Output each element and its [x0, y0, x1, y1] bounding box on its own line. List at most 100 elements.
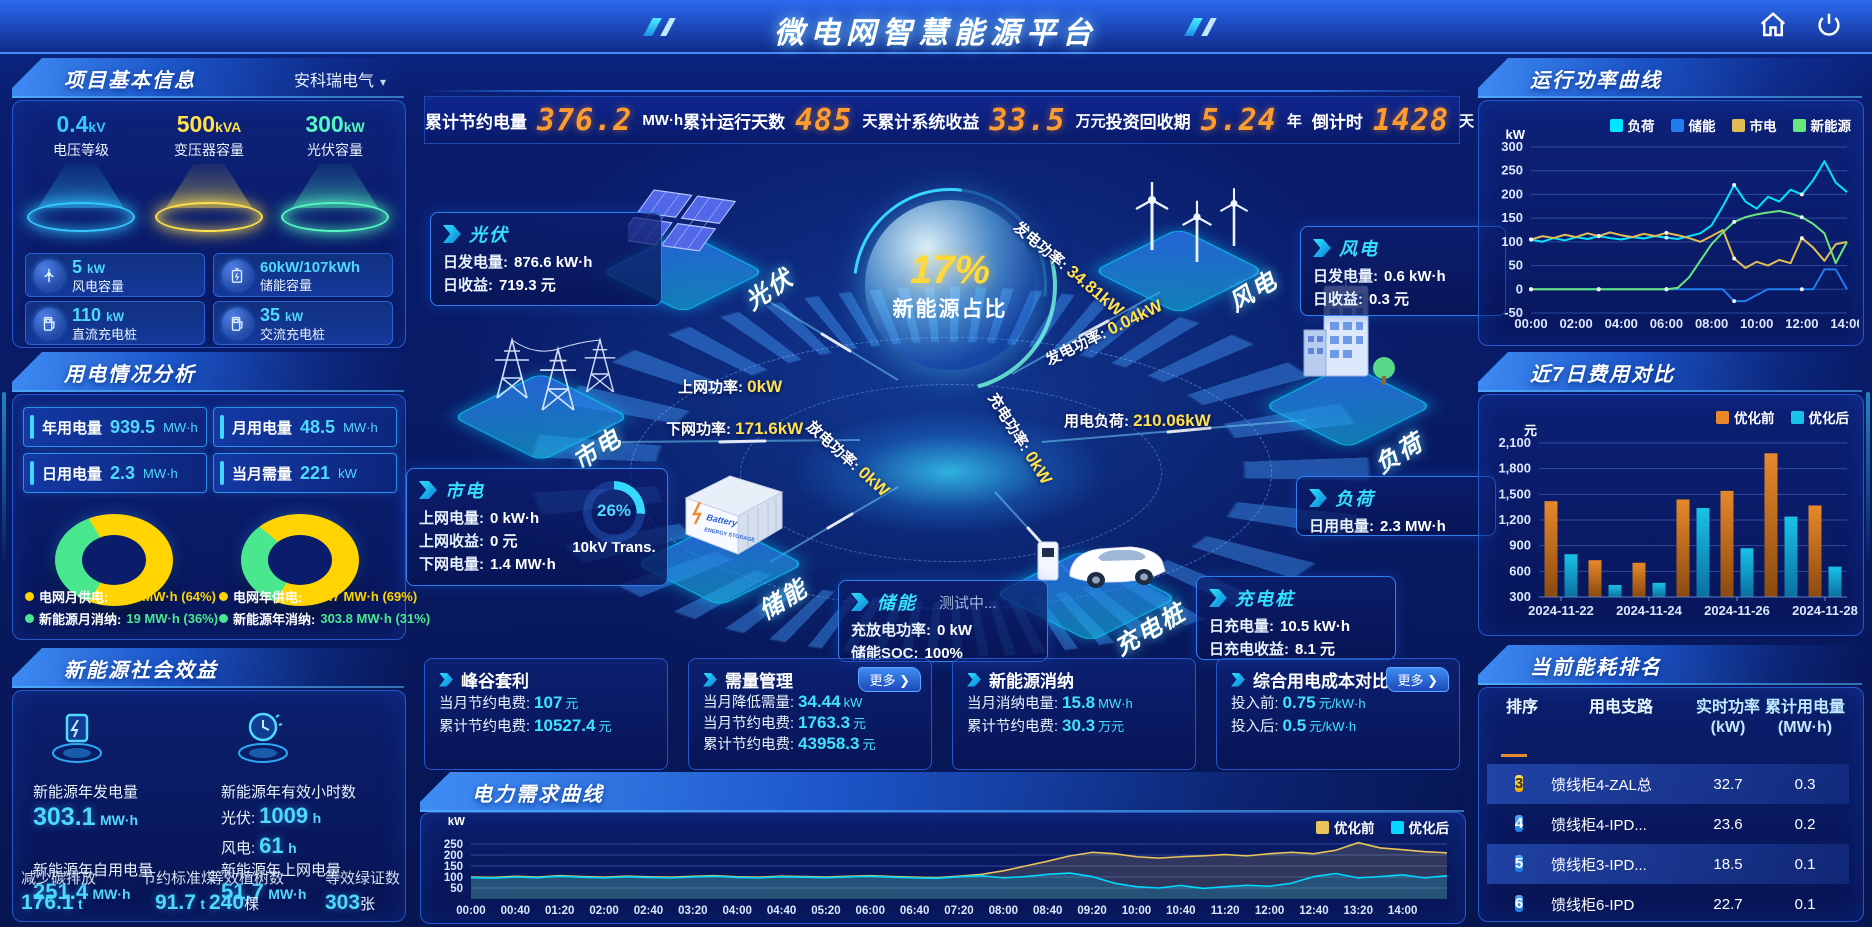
svg-text:1,200: 1,200	[1498, 512, 1531, 527]
spotlight-transformer: 500kVA 变压器容量	[149, 111, 269, 232]
kpi-bar: 累计节约电量 376.2 MW·h 累计运行天数 485 天 累计系统收益 33…	[424, 96, 1474, 144]
arrow-icon	[419, 481, 437, 499]
panel-benefit-body: 新能源年发电量 303.1 MW·h 新能源年有效小时数 光伏: 1009 h 风…	[12, 690, 406, 922]
more-button[interactable]: 更多 ❯	[1386, 667, 1449, 692]
svg-text:300: 300	[1501, 139, 1523, 154]
svg-text:02:40: 02:40	[634, 905, 663, 917]
svg-text:04:40: 04:40	[767, 905, 796, 917]
svg-text:100: 100	[1501, 234, 1523, 249]
legend-item-优化后[interactable]: 优化后	[1390, 817, 1449, 837]
svg-text:0: 0	[1516, 281, 1523, 296]
legend-item-负荷[interactable]: 负荷	[1609, 115, 1655, 135]
hours-icon	[231, 703, 295, 767]
panel-usage-body: 年用电量 939.5 MW·h 月用电量 48.5 MW·h 日用电量 2.3 MW·h 当…	[12, 394, 430, 640]
svg-text:12:40: 12:40	[1299, 905, 1328, 917]
svg-text:01:20: 01:20	[545, 905, 574, 917]
power-curve-chart: -50 0 50 100 150 200 250 300 00:00 02:00 04:00 06:0…	[1501, 127, 1859, 331]
hours-pv-value: 光伏: 1009 h	[221, 803, 322, 828]
legend-item-优化后[interactable]: 优化后	[1790, 407, 1849, 427]
home-icon[interactable]	[1758, 10, 1788, 40]
ranking-indicator	[1501, 754, 1527, 757]
flow-lines	[619, 291, 1306, 573]
table-row[interactable]: 3 馈线柜4-ZAL总 32.7 0.3	[1487, 764, 1849, 804]
togrid-label: 新能源年上网电量	[221, 862, 342, 879]
legend-item-优化前[interactable]: 优化前	[1316, 817, 1375, 837]
svg-text:12:00: 12:00	[1255, 905, 1284, 917]
trees-value: 240棵	[209, 891, 260, 914]
ranking-table: 3 馈线柜4-ZAL总 32.7 0.3 4 馈线柜4-IPD... 23.6 …	[1487, 764, 1849, 914]
certs-value: 303张	[325, 891, 376, 914]
svg-text:50: 50	[450, 883, 463, 895]
power-icon[interactable]	[1814, 10, 1844, 40]
battery-container-icon: Battery ENERGY STORAGE	[684, 475, 784, 555]
svg-text:100: 100	[444, 872, 463, 884]
infobox-storage: 储能 测试中... 充放电功率: 0 kW 储能SOC: 100%	[838, 580, 1048, 662]
svg-text:05:20: 05:20	[811, 905, 840, 917]
chevron-down-icon: ▾	[379, 75, 386, 89]
legend-item-优化前[interactable]: 优化前	[1716, 407, 1775, 427]
card-demand-mgmt: 需量管理 更多 ❯ 当月降低需量: 34.44 kW 当月节约电费: 1763.3 元 …	[688, 658, 932, 770]
arrow-icon	[1209, 589, 1227, 607]
panel-power-title: 运行功率曲线	[1530, 70, 1662, 92]
hours-label: 新能源年有效小时数	[221, 784, 357, 801]
svg-text:250: 250	[1501, 163, 1523, 178]
company-dropdown[interactable]: 安科瑞电气 ▾	[293, 73, 386, 90]
arrow-icon	[443, 225, 461, 243]
table-row[interactable]: 5 馈线柜3-IPD... 18.5 0.1	[1487, 844, 1849, 884]
legend-item-市电[interactable]: 市电	[1731, 115, 1777, 135]
demand-legend: 优化前 优化后	[1316, 817, 1449, 837]
kpi-saved-energy: 累计节约电量 376.2 MW·h	[425, 102, 684, 138]
svg-text:08:00: 08:00	[1695, 316, 1728, 331]
center-sphere: 17% 新能源占比	[865, 200, 1035, 370]
panel-corner-icon	[426, 776, 446, 796]
corner-icon	[703, 672, 717, 687]
title-decor-right	[1184, 18, 1217, 36]
svg-text:11:20: 11:20	[1211, 905, 1240, 917]
kpi-run-days: 累计运行天数 485 天	[683, 102, 878, 138]
table-row[interactable]: 6 馈线柜6-IPD 22.7 0.1	[1514, 895, 1816, 914]
svg-text:06:40: 06:40	[900, 905, 929, 917]
renewable-percent: 17%	[909, 247, 991, 292]
infobox-wind: 风电 日发电量: 0.6 kW·h 日收益: 0.3 元	[1300, 226, 1506, 316]
arrow-icon	[851, 593, 869, 611]
dc-charger-icon	[34, 308, 64, 338]
svg-text:kW: kW	[1506, 127, 1526, 142]
stat-year-usage: 年用电量 939.5 MW·h	[23, 407, 207, 447]
table-row[interactable]: 4 馈线柜4-IPD... 23.6 0.2	[1514, 815, 1816, 834]
spotlight-pv: 300kW 光伏容量	[275, 111, 395, 232]
panel-corner-icon	[1484, 356, 1504, 376]
svg-text:10:40: 10:40	[1166, 905, 1195, 917]
svg-text:14:00: 14:00	[1388, 905, 1417, 917]
svg-text:14:00: 14:00	[1830, 316, 1859, 331]
card-storage-capacity: 60kW/107kWh 储能容量	[213, 253, 393, 297]
panel-demand-header: 电力需求曲线	[420, 772, 1464, 812]
arrow-icon	[1309, 489, 1327, 507]
panel-cost-body: 优化前 优化后 300 600 900 1,200 1,500 1,800 2,100 元 202…	[1478, 394, 1864, 636]
legend-item-新能源[interactable]: 新能源	[1792, 115, 1851, 135]
panel-corner-icon	[18, 62, 38, 82]
panel-cost-header: 近7日费用对比	[1478, 352, 1862, 392]
battery-icon	[222, 260, 252, 290]
more-button[interactable]: 更多 ❯	[858, 667, 921, 692]
svg-text:08:40: 08:40	[1033, 905, 1062, 917]
svg-text:10:00: 10:00	[1122, 905, 1151, 917]
panel-project-header: 项目基本信息 安科瑞电气 ▾	[12, 58, 404, 98]
svg-text:50: 50	[1509, 258, 1523, 273]
legend-renew-month: 新能源月消纳: 19 MW·h (36%)	[25, 609, 218, 628]
infobox-pv: 光伏 日发电量: 876.6 kW·h 日收益: 719.3 元	[430, 212, 662, 306]
kpi-top-line	[424, 90, 1458, 92]
panel-ranking-title: 当前能耗排名	[1530, 657, 1662, 679]
panel-project-body: 0.4kV 电压等级 500kVA 变压器容量 300kW 光伏容量 5 kW …	[12, 100, 406, 348]
panel-cost-title: 近7日费用对比	[1530, 364, 1676, 386]
svg-text:12:00: 12:00	[1785, 316, 1818, 331]
right-edge-decor	[1866, 392, 1870, 562]
flow-load-power: 用电负荷: 210.06kW	[1064, 411, 1211, 430]
svg-text:1,800: 1,800	[1498, 461, 1531, 476]
rank-badge: 6	[1514, 895, 1524, 912]
svg-text:02:00: 02:00	[1560, 316, 1593, 331]
legend-item-储能[interactable]: 储能	[1670, 115, 1716, 135]
svg-text:-50: -50	[1504, 305, 1523, 320]
svg-text:2024-11-24: 2024-11-24	[1616, 603, 1683, 618]
